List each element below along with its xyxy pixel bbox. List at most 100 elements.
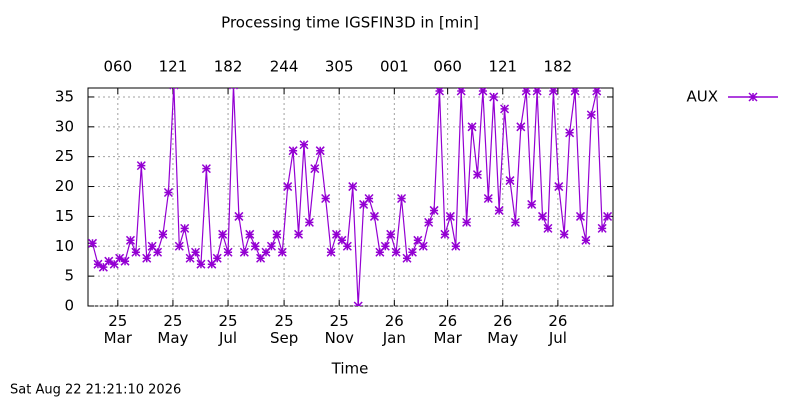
data-point	[456, 88, 466, 96]
data-point	[407, 247, 417, 257]
data-point	[245, 229, 255, 239]
y-tick-label: 25	[55, 147, 74, 165]
legend-marker	[748, 92, 758, 102]
data-point	[603, 211, 613, 221]
data-point	[315, 146, 325, 156]
data-point	[467, 122, 477, 132]
data-point	[266, 241, 276, 251]
data-point	[537, 211, 548, 221]
data-point	[391, 247, 401, 257]
data-point	[397, 193, 407, 204]
data-point	[505, 176, 515, 186]
data-point	[158, 229, 168, 239]
data-point	[532, 88, 542, 96]
data-point	[353, 301, 363, 306]
data-point	[326, 247, 336, 257]
series-line	[91, 88, 609, 306]
data-point	[337, 235, 347, 245]
data-point	[386, 229, 396, 239]
data-point	[109, 259, 119, 269]
y-tick-label: 10	[55, 237, 74, 255]
x2-tick-label: 060	[103, 58, 132, 76]
data-point	[472, 170, 482, 180]
data-point	[359, 199, 369, 209]
data-point	[331, 229, 342, 239]
data-point	[483, 193, 493, 204]
data-point	[424, 217, 434, 227]
data-point	[201, 164, 211, 174]
x-tick-label: 26 Mar	[433, 312, 462, 347]
data-point	[418, 241, 428, 251]
data-point	[120, 256, 130, 266]
x-tick-label: 25 May	[157, 312, 188, 347]
data-point	[277, 247, 287, 257]
data-point	[147, 241, 157, 251]
data-point	[288, 146, 298, 156]
y-tick-label: 15	[55, 207, 74, 225]
data-point	[196, 259, 206, 269]
data-point	[131, 247, 141, 257]
y-tick-label: 35	[55, 87, 74, 105]
data-point	[554, 182, 564, 192]
y-tick-label: 5	[64, 267, 74, 285]
data-point	[321, 193, 331, 204]
x-tick-label: 25 Jul	[218, 312, 238, 347]
x2-tick-label: 182	[214, 58, 243, 76]
x-tick-label: 25 Sep	[270, 312, 298, 347]
data-point	[125, 235, 136, 245]
data-point	[218, 229, 228, 239]
data-point	[174, 241, 184, 251]
y-tick-label: 20	[55, 177, 74, 195]
x2-tick-label: 244	[270, 58, 299, 76]
data-point	[212, 253, 222, 263]
data-point	[207, 259, 217, 269]
data-point	[299, 140, 309, 150]
y-tick-label: 30	[55, 117, 74, 135]
data-point	[527, 199, 537, 209]
data-point	[88, 238, 98, 248]
data-point	[510, 217, 520, 227]
data-point	[239, 247, 249, 257]
data-point	[559, 229, 569, 239]
data-point	[294, 229, 304, 239]
data-point	[136, 161, 146, 171]
x2-tick-label: 121	[159, 58, 188, 76]
data-point	[597, 223, 607, 233]
data-point	[478, 88, 488, 96]
data-point	[256, 253, 266, 263]
data-point	[163, 187, 173, 198]
data-point	[283, 182, 293, 192]
data-point	[548, 88, 558, 96]
data-point	[190, 247, 201, 257]
data-point	[98, 262, 108, 272]
data-point	[413, 235, 423, 245]
data-point	[434, 88, 445, 96]
data-point	[429, 205, 439, 215]
data-point	[104, 256, 114, 266]
data-point	[462, 217, 472, 227]
footer: Sat Aug 22 21:21:10 2026	[10, 383, 181, 398]
data-point	[451, 241, 461, 251]
data-point	[261, 247, 271, 257]
legend-label: AUX	[686, 88, 718, 106]
data-point	[153, 247, 163, 257]
data-point	[250, 241, 260, 251]
x-tick-label: 25 Nov	[325, 312, 354, 347]
x2-tick-label: 001	[380, 58, 409, 76]
data-point	[115, 253, 125, 263]
data-point	[570, 88, 580, 96]
data-point	[272, 229, 282, 239]
data-point	[500, 104, 510, 114]
chart-title: Processing time IGSFIN3D in [min]	[221, 14, 479, 32]
y-tick-label: 0	[64, 297, 74, 315]
x-tick-label: 26 Jan	[382, 312, 406, 347]
data-point	[489, 92, 499, 102]
data-point	[180, 223, 190, 233]
x-axis-label: Time	[331, 360, 369, 378]
data-point	[93, 259, 103, 269]
data-point	[142, 253, 152, 263]
plot-area	[88, 88, 613, 306]
data-point	[342, 241, 352, 251]
data-point	[223, 247, 233, 257]
data-point	[364, 193, 374, 204]
